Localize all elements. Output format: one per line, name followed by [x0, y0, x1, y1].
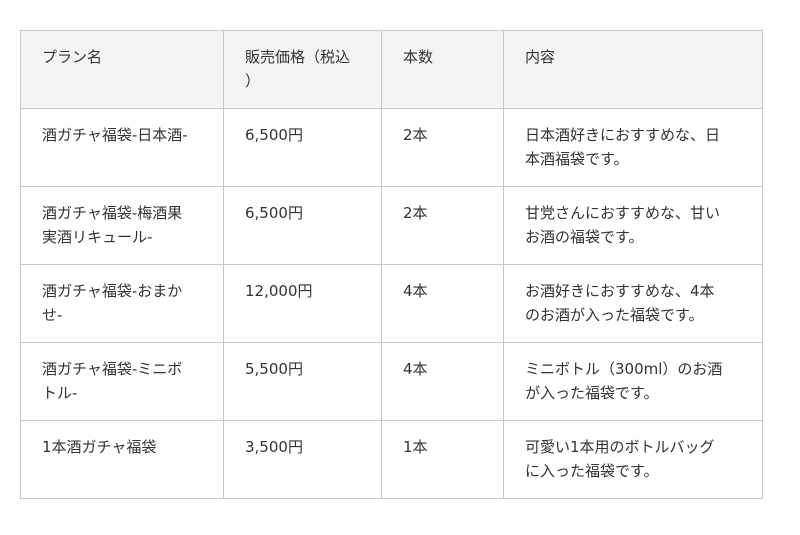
cell-bottle-count: 1本: [381, 420, 504, 499]
cell-description: 可愛い1本用のボトルバッグ に入った福袋です。: [503, 420, 763, 499]
cell-bottle-count: 4本: [381, 264, 504, 343]
table-row: 酒ガチャ福袋-日本酒- 6,500円 2本 日本酒好きにおすすめな、日 本酒福袋です。: [20, 108, 763, 187]
header-plan-name: プラン名: [20, 30, 224, 109]
cell-description: 日本酒好きにおすすめな、日 本酒福袋です。: [503, 108, 763, 187]
cell-plan-name: 酒ガチャ福袋-ミニボ トル-: [20, 342, 224, 421]
cell-text-line: 本数: [403, 48, 434, 66]
cell-text-line: 4本: [403, 282, 428, 300]
cell-text-line: 1本酒ガチャ福袋: [42, 438, 157, 456]
table-row: 酒ガチャ福袋-ミニボ トル- 5,500円 4本 ミニボトル（300ml）のお酒 が入った…: [20, 342, 763, 421]
cell-description: お酒好きにおすすめな、4本 のお酒が入った福袋です。: [503, 264, 763, 343]
table-row: 酒ガチャ福袋-梅酒果 実酒リキュール- 6,500円 2本 甘党さんにおすすめな、甘いお…: [20, 186, 763, 265]
cell-text-line: 6,500円: [245, 126, 303, 144]
cell-bottle-count: 2本: [381, 186, 504, 265]
cell-text-line: に入った福袋です。: [525, 462, 659, 480]
cell-text-line: 酒ガチャ福袋-日本酒-: [42, 126, 188, 144]
cell-plan-name: 1本酒ガチャ福袋: [20, 420, 224, 499]
cell-plan-name: 酒ガチャ福袋-日本酒-: [20, 108, 224, 187]
cell-text-line: 5,500円: [245, 360, 303, 378]
cell-price: 5,500円: [223, 342, 382, 421]
cell-bottle-count: 4本: [381, 342, 504, 421]
cell-text-line: 酒ガチャ福袋-梅酒果: [42, 204, 183, 222]
cell-text-line: 2本: [403, 204, 428, 222]
cell-text-line: 内容: [525, 48, 556, 66]
cell-text-line: トル-: [42, 384, 78, 402]
header-bottle-count: 本数: [381, 30, 504, 109]
cell-text-line: のお酒が入った福袋です。: [525, 306, 704, 324]
cell-text-line: 酒ガチャ福袋-ミニボ: [42, 360, 183, 378]
cell-text-line: 6,500円: [245, 204, 303, 222]
cell-text-line: 12,000円: [245, 282, 313, 300]
cell-text-line: 実酒リキュール-: [42, 228, 153, 246]
cell-text-line: ）: [245, 72, 261, 90]
plan-table: プラン名 販売価格（税込 ） 本数 内容 酒ガチャ福袋-日本酒- 6,500円 2本 日本酒好…: [20, 30, 763, 499]
cell-text-line: 4本: [403, 360, 428, 378]
cell-text-line: 2本: [403, 126, 428, 144]
cell-text-line: お酒の福袋です。: [525, 228, 644, 246]
cell-text-line: 販売価格（税込: [245, 48, 351, 66]
cell-text-line: 3,500円: [245, 438, 303, 456]
table-row: 1本酒ガチャ福袋 3,500円 1本 可愛い1本用のボトルバッグ に入った福袋です。: [20, 420, 763, 499]
cell-plan-name: 酒ガチャ福袋-おまか せ-: [20, 264, 224, 343]
cell-text-line: 1本: [403, 438, 428, 456]
table-row: 酒ガチャ福袋-おまか せ- 12,000円 4本 お酒好きにおすすめな、4本 のお酒が入っ…: [20, 264, 763, 343]
cell-text-line: 可愛い1本用のボトルバッグ: [525, 438, 715, 456]
cell-price: 3,500円: [223, 420, 382, 499]
cell-text-line: ミニボトル（300ml）のお酒: [525, 360, 723, 378]
header-description: 内容: [503, 30, 763, 109]
cell-text-line: お酒好きにおすすめな、4本: [525, 282, 715, 300]
cell-price: 12,000円: [223, 264, 382, 343]
cell-bottle-count: 2本: [381, 108, 504, 187]
cell-price: 6,500円: [223, 186, 382, 265]
cell-price: 6,500円: [223, 108, 382, 187]
cell-text-line: が入った福袋です。: [525, 384, 659, 402]
cell-description: 甘党さんにおすすめな、甘い お酒の福袋です。: [503, 186, 763, 265]
cell-text-line: 本酒福袋です。: [525, 150, 629, 168]
cell-text-line: プラン名: [42, 48, 103, 66]
cell-text-line: 甘党さんにおすすめな、甘い: [525, 204, 721, 222]
cell-description: ミニボトル（300ml）のお酒 が入った福袋です。: [503, 342, 763, 421]
cell-text-line: 日本酒好きにおすすめな、日: [525, 126, 721, 144]
cell-plan-name: 酒ガチャ福袋-梅酒果 実酒リキュール-: [20, 186, 224, 265]
cell-text-line: せ-: [42, 306, 63, 324]
cell-text-line: 酒ガチャ福袋-おまか: [42, 282, 183, 300]
header-price: 販売価格（税込 ）: [223, 30, 382, 109]
table-header-row: プラン名 販売価格（税込 ） 本数 内容: [20, 30, 763, 109]
